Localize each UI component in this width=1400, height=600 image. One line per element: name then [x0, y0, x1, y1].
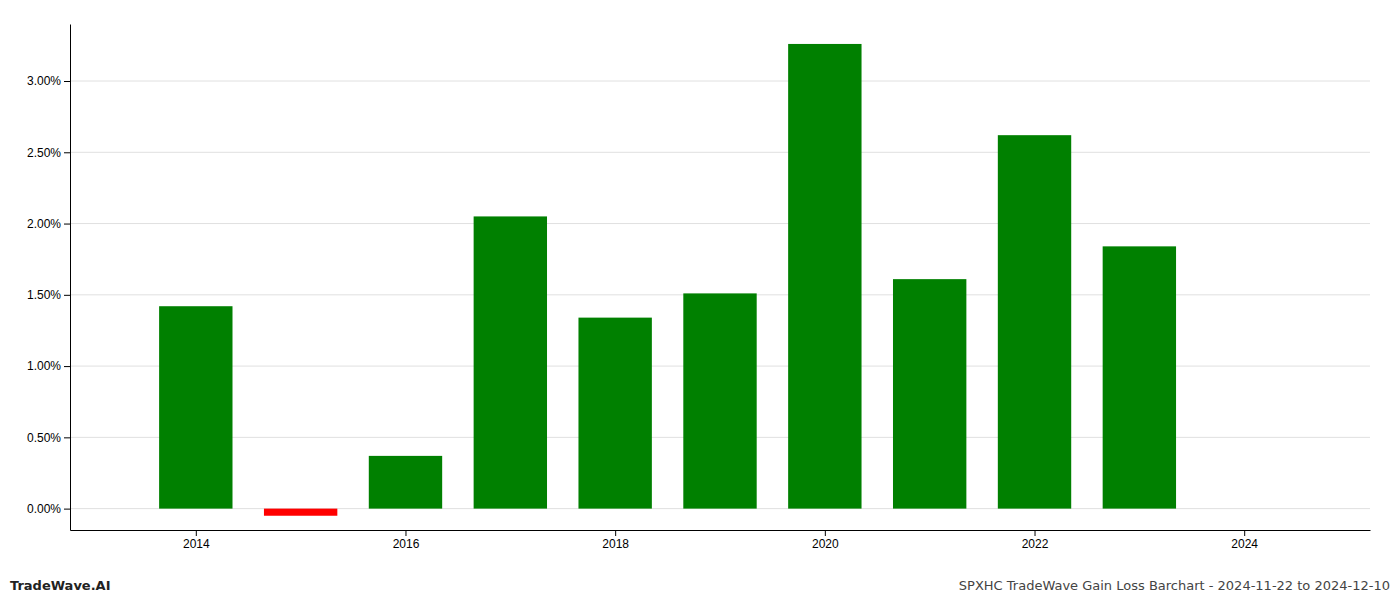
x-tick-mark — [1035, 530, 1036, 536]
bar — [264, 509, 337, 516]
y-tick-mark — [64, 224, 70, 225]
y-tick-mark — [64, 152, 70, 153]
x-axis: 2014 2016 2018 2020 2022 2024 — [71, 530, 1371, 551]
y-tick-label: 2.50% — [27, 146, 61, 160]
y-tick-label: 1.50% — [27, 288, 61, 302]
x-tick-label: 2016 — [393, 537, 420, 551]
y-axis: 0.00% 0.50% 1.00% 1.50% 2.00% 2.50% 3.00% — [27, 25, 71, 531]
x-tick: 2018 — [602, 530, 629, 551]
x-tick-mark — [825, 530, 826, 536]
x-tick: 2022 — [1022, 530, 1049, 551]
x-tick-mark — [196, 530, 197, 536]
y-tick-mark — [64, 295, 70, 296]
x-tick-mark — [405, 530, 406, 536]
y-tick: 1.00% — [27, 359, 70, 373]
x-tick: 2014 — [183, 530, 210, 551]
x-tick: 2016 — [393, 530, 420, 551]
x-tick-label: 2022 — [1022, 537, 1049, 551]
bar — [369, 456, 442, 509]
y-tick: 2.00% — [27, 217, 70, 231]
grid-line — [70, 223, 1370, 224]
bar — [683, 293, 756, 508]
x-tick: 2020 — [812, 530, 839, 551]
plot-area: 2014 2016 2018 2020 2022 2024 0.00% 0.50% 1.00% 1… — [27, 25, 1371, 551]
y-tick-label: 1.00% — [27, 359, 61, 373]
y-tick-mark — [64, 81, 70, 82]
y-tick-mark — [64, 509, 70, 510]
bar — [788, 44, 861, 509]
x-tick-mark — [1244, 530, 1245, 536]
title: SPXHC TradeWave Gain Loss Barchart - 202… — [959, 578, 1390, 593]
bar — [159, 306, 232, 508]
x-tick-label: 2014 — [183, 537, 210, 551]
grid-line — [70, 81, 1370, 82]
y-tick: 1.50% — [27, 288, 70, 302]
y-tick: 0.00% — [27, 502, 70, 516]
x-tick-mark — [615, 530, 616, 536]
y-tick-label: 3.00% — [27, 74, 61, 88]
y-tick-label: 0.00% — [27, 502, 61, 516]
bar — [998, 135, 1071, 508]
x-tick: 2024 — [1231, 530, 1258, 551]
x-tick-label: 2024 — [1231, 537, 1258, 551]
x-axis-line — [71, 530, 1371, 531]
bar — [893, 279, 966, 508]
bars — [159, 44, 1176, 516]
x-tick-label: 2018 — [602, 537, 629, 551]
grid — [70, 81, 1370, 509]
watermark: TradeWave.AI — [10, 578, 111, 593]
y-tick: 2.50% — [27, 146, 70, 160]
y-axis-line — [70, 25, 71, 531]
y-tick: 3.00% — [27, 74, 70, 88]
grid-line — [70, 152, 1370, 153]
bar — [578, 318, 651, 509]
chart: 2014 2016 2018 2020 2022 2024 0.00% 0.50% 1.00% 1… — [0, 0, 1400, 600]
bar — [474, 216, 547, 508]
x-tick-label: 2020 — [812, 537, 839, 551]
y-tick-label: 2.00% — [27, 217, 61, 231]
y-tick: 0.50% — [27, 431, 70, 445]
y-tick-mark — [64, 366, 70, 367]
y-tick-label: 0.50% — [27, 431, 61, 445]
y-tick-mark — [64, 437, 70, 438]
bar — [1103, 246, 1176, 508]
